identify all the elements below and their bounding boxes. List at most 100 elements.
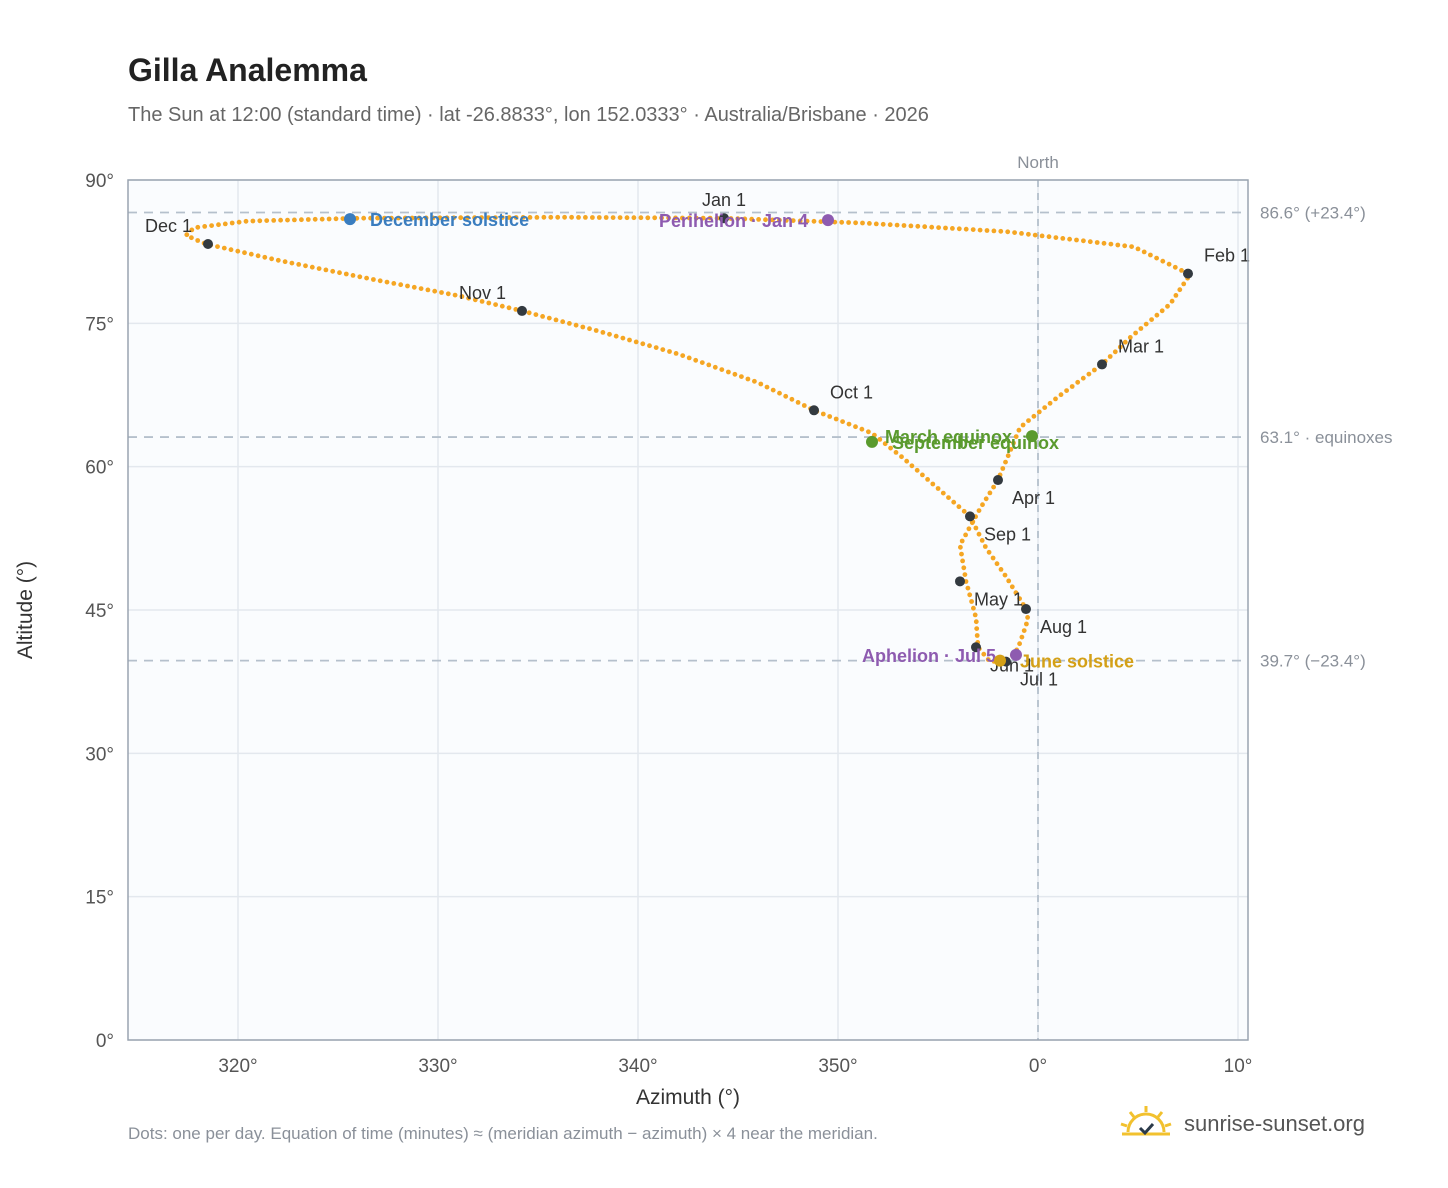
plot-frame	[127, 179, 1249, 1041]
day-dot	[229, 220, 235, 226]
month-label: Apr 1	[1012, 488, 1055, 508]
event-label: Aphelion · Jul 5	[862, 646, 996, 666]
day-dot	[405, 283, 410, 289]
day-dot	[1169, 298, 1175, 304]
north-label: North	[1017, 153, 1059, 172]
day-dot	[486, 300, 492, 306]
day-dot	[1008, 447, 1014, 452]
month-label: Jul 1	[1020, 670, 1058, 690]
day-dot	[867, 221, 872, 226]
day-dot	[660, 347, 666, 352]
day-dot	[257, 218, 263, 224]
day-dot	[901, 223, 907, 228]
day-dot	[432, 288, 438, 294]
day-dot	[894, 222, 900, 228]
day-dot	[859, 426, 865, 432]
day-dot	[963, 226, 969, 232]
day-dot	[965, 585, 971, 591]
day-dot	[640, 341, 646, 347]
day-dot	[506, 305, 512, 311]
day-dot	[333, 216, 339, 222]
day-dot	[309, 264, 315, 270]
day-dot	[1173, 293, 1179, 298]
day-dot	[569, 214, 574, 220]
day-dot	[520, 215, 526, 220]
day-dot	[950, 226, 955, 231]
day-dot	[680, 353, 686, 358]
day-dot	[368, 215, 373, 221]
month-marker	[809, 405, 819, 416]
day-dot	[732, 371, 738, 377]
day-dot	[1181, 281, 1187, 287]
day-dot	[361, 215, 367, 221]
day-dot	[248, 251, 254, 257]
day-dot	[756, 217, 761, 222]
day-dot	[961, 508, 967, 514]
day-dot	[430, 215, 436, 221]
event-label: December solstice	[370, 210, 529, 230]
day-dot	[590, 215, 595, 220]
day-dot	[1053, 396, 1058, 402]
day-dot	[243, 218, 249, 224]
day-dot	[790, 218, 796, 224]
y-tick-label: 0°	[96, 1031, 114, 1052]
day-dot	[984, 228, 990, 233]
day-dot	[959, 538, 965, 544]
event-marker	[866, 435, 878, 448]
day-dot	[783, 393, 789, 399]
y-tick-label: 75°	[85, 314, 114, 335]
day-dot	[909, 463, 915, 469]
day-dot	[983, 496, 989, 502]
day-dot	[739, 374, 744, 379]
month-marker	[1021, 604, 1031, 615]
day-dot	[343, 271, 349, 277]
chart-title: Gilla Analemma	[128, 52, 367, 88]
day-dot	[673, 215, 678, 221]
month-label: Oct 1	[830, 382, 873, 402]
day-dot	[1087, 239, 1093, 245]
day-dot	[513, 215, 519, 220]
day-dot	[444, 215, 450, 221]
month-marker	[965, 511, 975, 522]
day-dot	[976, 531, 982, 537]
day-dot	[1154, 312, 1160, 318]
day-dot	[1019, 231, 1024, 236]
day-dot	[236, 219, 242, 225]
day-dot	[371, 277, 376, 282]
day-dot	[1135, 246, 1141, 252]
day-dot	[659, 215, 664, 221]
day-dot	[312, 216, 318, 222]
day-dot	[908, 223, 914, 229]
day-dot	[391, 281, 397, 286]
day-dot	[303, 263, 308, 269]
day-dot	[795, 400, 801, 405]
month-marker	[1097, 359, 1107, 370]
day-dot	[1177, 287, 1183, 293]
day-dot	[801, 403, 807, 408]
day-dot	[914, 467, 920, 473]
day-dot	[600, 330, 606, 335]
day-dot	[235, 248, 241, 254]
day-dot	[647, 343, 652, 349]
day-dot	[1108, 241, 1114, 247]
day-dot	[228, 247, 234, 253]
day-dot	[613, 333, 619, 339]
day-dot	[1000, 466, 1006, 471]
brand-logo[interactable]: sunrise-sunset.org	[1118, 1100, 1365, 1148]
day-dot	[499, 215, 505, 220]
event-marker	[994, 654, 1006, 667]
day-dot	[1020, 422, 1026, 428]
day-dot	[262, 254, 268, 260]
x-tick-label: 350°	[818, 1056, 857, 1077]
reference-lines: North 86.6° (+23.4°) 63.1° · equinoxes 39.7…	[128, 153, 1393, 1040]
day-dot	[712, 364, 718, 370]
day-dot	[904, 458, 910, 464]
day-dot	[686, 355, 692, 361]
day-dot	[922, 224, 928, 230]
day-dot	[423, 215, 429, 221]
day-dot	[398, 282, 404, 288]
day-dot	[693, 357, 699, 363]
day-dot	[887, 222, 893, 228]
day-dot	[853, 424, 858, 430]
day-dot	[994, 561, 1000, 567]
